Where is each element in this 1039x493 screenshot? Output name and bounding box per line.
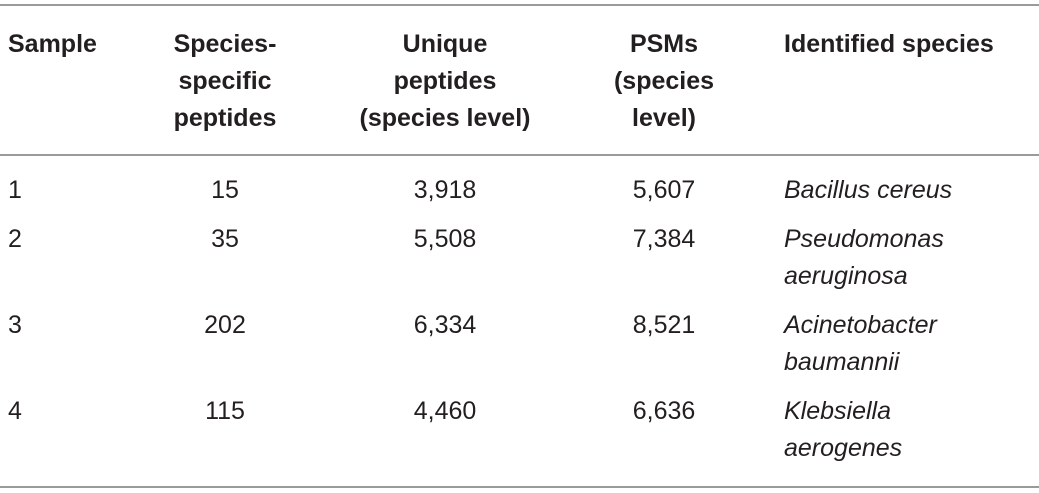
cell-identified-species: Klebsiella aerogenes <box>784 393 902 467</box>
cell-unique-peptides: 3,918 <box>413 176 477 204</box>
cell-sample: 1 <box>8 176 22 204</box>
cell-sample: 2 <box>8 225 22 253</box>
cell-species-specific-peptides: 115 <box>205 397 245 425</box>
header-divider-rule <box>0 154 1039 156</box>
species-line: Klebsiella <box>784 397 892 425</box>
header-line: level) <box>632 104 696 132</box>
header-psms: PSMs (species level) <box>580 26 748 137</box>
cell-psms: 7,384 <box>632 225 696 253</box>
cell-identified-species: Pseudomonas aeruginosa <box>784 221 944 295</box>
table-top-rule <box>0 4 1039 6</box>
cell-species-specific-peptides: 35 <box>211 225 239 253</box>
cell-species-specific-peptides: 15 <box>211 176 239 204</box>
species-line: Pseudomonas <box>784 225 944 253</box>
cell-sample: 3 <box>8 311 22 339</box>
header-sample-line: Sample <box>8 30 97 58</box>
species-line: Bacillus cereus <box>784 176 953 204</box>
header-line: Unique <box>402 30 488 58</box>
header-line: peptides <box>393 67 497 95</box>
header-sample: Sample <box>8 26 97 63</box>
cell-psms: 6,636 <box>632 397 696 425</box>
cell-species-specific-peptides: 202 <box>204 311 246 339</box>
species-line: aerogenes <box>784 434 903 462</box>
header-identified-species: Identified species <box>784 26 994 63</box>
cell-identified-species: Acinetobacter baumannii <box>784 307 937 381</box>
header-species-specific-peptides: Species- specific peptides <box>130 26 320 137</box>
cell-unique-peptides: 5,508 <box>413 225 477 253</box>
header-unique-peptides: Unique peptides (species level) <box>330 26 560 137</box>
header-line: (species <box>613 67 715 95</box>
cell-psms: 5,607 <box>632 176 696 204</box>
species-line: Acinetobacter <box>784 311 937 339</box>
header-line: peptides <box>173 104 277 132</box>
cell-unique-peptides: 6,334 <box>413 311 477 339</box>
header-line: (species level) <box>359 104 531 132</box>
species-line: baumannii <box>784 348 900 376</box>
header-line: PSMs <box>629 30 699 58</box>
header-line: Identified species <box>784 30 994 58</box>
table-bottom-rule <box>0 486 1039 488</box>
cell-identified-species: Bacillus cereus <box>784 172 952 209</box>
header-line: Species- <box>173 30 277 58</box>
species-line: aeruginosa <box>784 262 908 290</box>
header-line: specific <box>178 67 272 95</box>
cell-sample: 4 <box>8 397 22 425</box>
cell-psms: 8,521 <box>632 311 696 339</box>
cell-unique-peptides: 4,460 <box>413 397 477 425</box>
